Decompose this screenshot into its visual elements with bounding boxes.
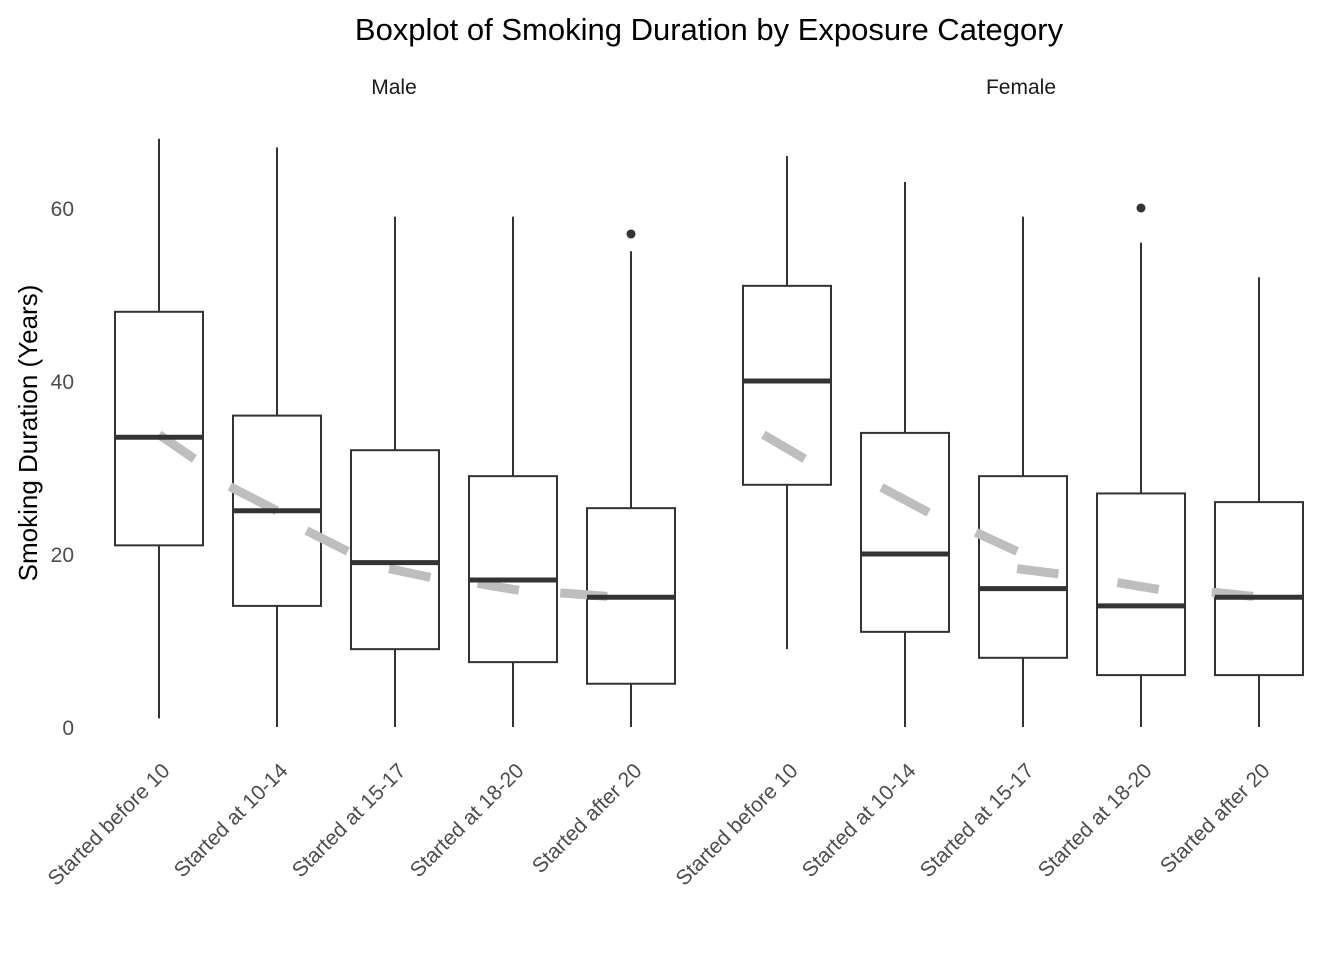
- x-tick-label: Started at 10-14: [170, 759, 293, 882]
- trend-dash: [761, 430, 807, 463]
- trend-dash: [879, 483, 931, 517]
- x-tick-label: Started after 20: [528, 759, 647, 878]
- chart-title: Boxplot of Smoking Duration by Exposure …: [355, 12, 1064, 47]
- y-axis: 0 20 40 60: [51, 198, 74, 740]
- y-tick-label: 40: [51, 371, 74, 394]
- box-iqr: [1214, 501, 1304, 677]
- x-tick-label: Started before 10: [672, 759, 803, 890]
- y-tick-label: 20: [51, 544, 74, 567]
- trend-dash: [1116, 578, 1160, 594]
- y-tick-label: 60: [51, 198, 74, 221]
- box-3: [978, 216, 1068, 727]
- box-iqr: [860, 431, 950, 633]
- panel-label-male: Male: [371, 76, 417, 99]
- box-iqr: [742, 284, 832, 486]
- panel-female: [742, 156, 1304, 727]
- box-iqr: [468, 475, 558, 664]
- box-3: [350, 216, 440, 727]
- x-tick-label: Started at 18-20: [406, 759, 529, 882]
- panel-male: [114, 138, 676, 727]
- box-4: [1096, 203, 1186, 727]
- outlier-point: [1136, 203, 1146, 213]
- x-tick-label: Started at 15-17: [916, 759, 1039, 882]
- x-tick-label: Started before 10: [44, 759, 175, 890]
- x-tick-label: Started at 15-17: [288, 759, 411, 882]
- y-axis-label: Smoking Duration (Years): [13, 285, 43, 582]
- trend-dash: [227, 482, 280, 515]
- trend-dash: [973, 528, 1019, 556]
- box-1: [114, 138, 204, 719]
- box-5: [586, 229, 676, 727]
- x-tick-label: Started after 20: [1156, 759, 1275, 878]
- box-4: [468, 216, 558, 727]
- x-tick-label: Started at 10-14: [798, 759, 921, 882]
- box-2: [232, 147, 322, 727]
- outlier-point: [626, 229, 636, 239]
- panel-label-female: Female: [986, 76, 1056, 99]
- box-1: [742, 156, 832, 650]
- box-2: [860, 182, 950, 727]
- trend-dash: [1016, 564, 1059, 579]
- trend-dash: [304, 526, 350, 556]
- box-iqr: [114, 310, 204, 547]
- trend-dash: [476, 578, 520, 595]
- y-tick-label: 0: [62, 717, 74, 740]
- box-iqr: [350, 449, 440, 651]
- trend-dash: [388, 564, 432, 582]
- x-tick-label: Started at 18-20: [1034, 759, 1157, 882]
- box-5: [1214, 277, 1304, 727]
